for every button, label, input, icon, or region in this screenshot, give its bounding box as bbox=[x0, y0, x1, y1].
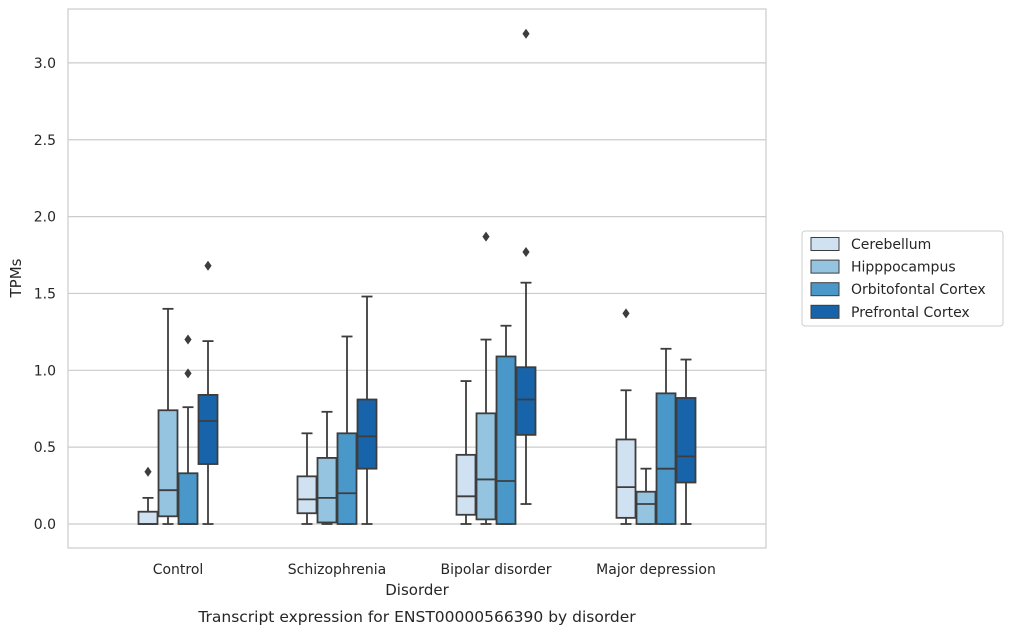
y-tick-label: 2.5 bbox=[34, 133, 56, 149]
box-prefrontal-cortex-3 bbox=[675, 358, 697, 525]
legend: Cerebellum Hipppocampus Orbitofontal Corte… bbox=[801, 230, 1004, 327]
legend-swatch bbox=[810, 259, 840, 274]
box-body bbox=[635, 490, 657, 525]
x-axis-label: Disorder bbox=[385, 581, 449, 599]
box-body bbox=[515, 366, 537, 436]
outlier-point bbox=[622, 308, 630, 319]
y-tick-label: 0.0 bbox=[34, 517, 56, 533]
legend-label: Prefrontal Cortex bbox=[851, 305, 970, 321]
figure-caption: Transcript expression for ENST0000056639… bbox=[197, 608, 636, 626]
legend-label: Hipppocampus bbox=[851, 260, 956, 276]
box-body bbox=[356, 398, 378, 470]
box-cerebellum-2 bbox=[455, 380, 477, 525]
box-orbitofontal-cortex-2 bbox=[495, 324, 517, 525]
box-cerebellum-3 bbox=[615, 308, 637, 525]
box-orbitofontal-cortex-0 bbox=[177, 334, 199, 525]
y-tick-label: 1.0 bbox=[34, 363, 56, 379]
legend-swatch bbox=[810, 304, 840, 319]
legend-frame bbox=[801, 230, 1004, 327]
outlier-point bbox=[482, 231, 490, 242]
legend-swatch bbox=[810, 237, 840, 251]
box-hipppocampus-3 bbox=[635, 467, 657, 525]
box-prefrontal-cortex-0 bbox=[197, 260, 219, 525]
box-cerebellum-0 bbox=[137, 466, 159, 525]
y-tick-labels: 0.0 0.5 1.0 1.5 2.0 2.5 3.0 bbox=[34, 56, 56, 533]
outlier-point bbox=[522, 28, 530, 39]
box-hipppocampus-1 bbox=[316, 410, 338, 525]
x-tick-label: Bipolar disorder bbox=[440, 562, 551, 578]
x-tick-label: Control bbox=[153, 562, 204, 578]
box-body bbox=[197, 393, 219, 465]
plot-frame bbox=[67, 8, 767, 549]
y-tick-label: 0.5 bbox=[34, 440, 56, 456]
x-tick-label: Major depression bbox=[596, 562, 716, 578]
box-orbitofontal-cortex-3 bbox=[655, 347, 677, 525]
box-cerebellum-1 bbox=[296, 432, 318, 525]
box-hipppocampus-0 bbox=[157, 307, 179, 525]
box-prefrontal-cortex-2 bbox=[515, 28, 537, 505]
outlier-point bbox=[204, 260, 212, 271]
outlier-point bbox=[184, 334, 192, 345]
y-axis-label: TPMs bbox=[7, 258, 25, 298]
legend-swatch bbox=[810, 282, 840, 297]
legend-label: Orbitofontal Cortex bbox=[851, 282, 986, 298]
box-orbitofontal-cortex-1 bbox=[336, 335, 358, 525]
y-tick-label: 2.0 bbox=[34, 210, 56, 226]
y-tick-label: 3.0 bbox=[34, 56, 56, 72]
box-body bbox=[475, 412, 497, 521]
box-layer bbox=[137, 28, 697, 525]
box-body bbox=[675, 397, 697, 484]
box-body bbox=[157, 409, 179, 518]
box-body bbox=[615, 438, 637, 519]
legend-label: Cerebellum bbox=[851, 237, 931, 253]
box-body bbox=[296, 475, 318, 515]
box-body bbox=[336, 432, 358, 525]
y-tick-label: 1.5 bbox=[34, 286, 56, 302]
box-body bbox=[495, 355, 517, 525]
plot-area bbox=[68, 9, 766, 548]
box-body bbox=[177, 472, 199, 525]
box-body bbox=[137, 510, 159, 525]
box-body bbox=[316, 457, 338, 524]
box-body bbox=[455, 453, 477, 516]
outlier-point bbox=[522, 246, 530, 257]
outlier-point bbox=[144, 466, 152, 477]
box-body bbox=[655, 392, 677, 525]
outlier-point bbox=[184, 368, 192, 379]
x-tick-labels: Control Schizophrenia Bipolar disorder Majo… bbox=[153, 562, 716, 578]
x-tick-label: Schizophrenia bbox=[288, 562, 386, 578]
box-prefrontal-cortex-1 bbox=[356, 295, 378, 525]
box-hipppocampus-2 bbox=[475, 231, 497, 525]
